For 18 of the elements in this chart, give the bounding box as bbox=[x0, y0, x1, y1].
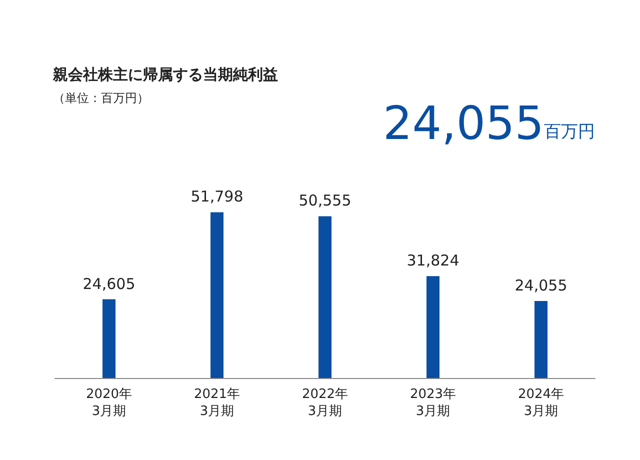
x-tick-label: 2021年 3月期 bbox=[194, 387, 240, 419]
bar bbox=[534, 301, 548, 378]
data-label: 24,055 bbox=[514, 276, 568, 295]
text: 24,055百万円 bbox=[383, 96, 595, 150]
x-tick-label: 2024年 3月期 bbox=[518, 387, 564, 419]
x-tick-label: 2023年 3月期 bbox=[410, 387, 456, 419]
x-tick-label: 2022年 3月期 bbox=[302, 387, 348, 419]
bar bbox=[210, 212, 224, 378]
bar bbox=[426, 276, 440, 378]
data-label: 50,555 bbox=[298, 192, 352, 210]
bar bbox=[318, 216, 332, 378]
data-label: 51,798 bbox=[190, 188, 244, 206]
data-label: 24,605 bbox=[82, 274, 136, 293]
chart-title: 親会社株主に帰属する当期純利益 bbox=[52, 66, 278, 84]
data-label: 31,824 bbox=[406, 252, 460, 270]
chart-subtitle: （単位：百万円） bbox=[53, 91, 149, 105]
x-tick-label: 2020年 3月期 bbox=[86, 387, 132, 419]
bar bbox=[102, 299, 116, 378]
